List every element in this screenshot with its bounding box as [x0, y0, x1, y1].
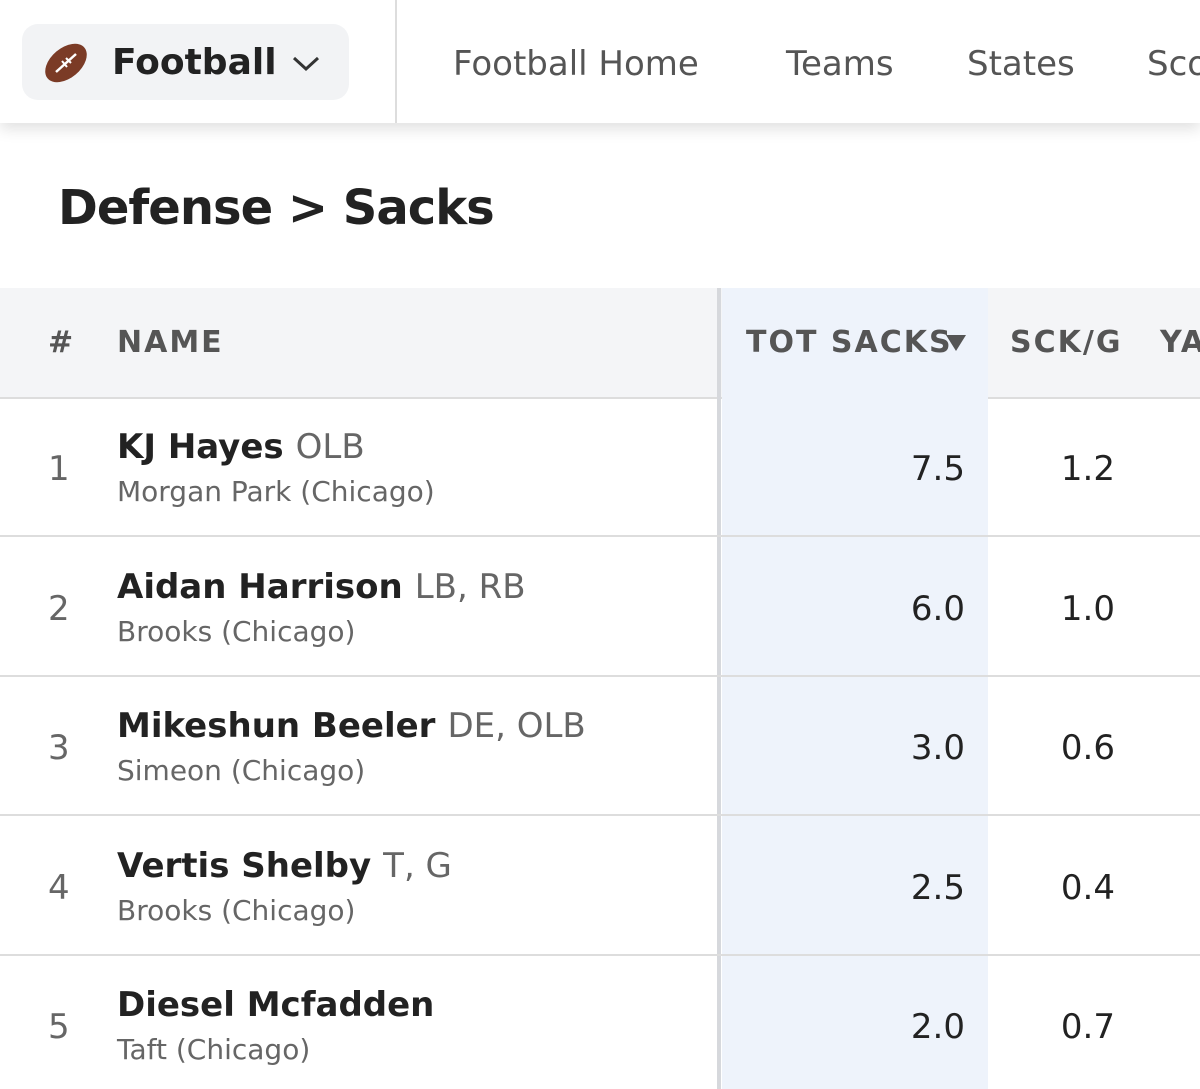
school: Brooks (Chicago)	[117, 893, 356, 927]
school: Morgan Park (Chicago)	[117, 475, 435, 508]
player-line: Diesel Mcfadden	[117, 985, 434, 1025]
player-name[interactable]: Aidan Harrison	[117, 566, 403, 607]
sport-selector[interactable]: Football	[22, 24, 349, 100]
nav-link[interactable]: Teams	[786, 44, 894, 84]
player-line: KJ Hayes OLB	[117, 427, 365, 467]
rank: 5	[48, 1007, 70, 1047]
rank: 1	[48, 449, 70, 489]
player-name[interactable]: Vertis Shelby	[117, 845, 372, 886]
page-title: Defense > Sacks	[58, 180, 495, 236]
sorted-column	[722, 288, 988, 1089]
sacks-per-game: 1.0	[1060, 588, 1115, 629]
header-cell[interactable]: TOT SACKS	[746, 325, 953, 360]
football-icon	[45, 43, 87, 83]
chevron	[292, 56, 320, 72]
nav-link[interactable]: Football Home	[453, 44, 699, 84]
position: OLB	[295, 427, 365, 467]
header-cell[interactable]: SCK/G	[1010, 325, 1123, 360]
sport-label: Football	[112, 42, 277, 83]
position: T, G	[383, 845, 452, 886]
rank: 2	[48, 588, 70, 629]
player-line: Mikeshun Beeler DE, OLB	[117, 706, 586, 746]
position: DE, OLB	[447, 706, 586, 746]
row-divider	[0, 814, 1200, 816]
sacks-per-game: 0.7	[1060, 1007, 1115, 1047]
player-line: Vertis Shelby T, G	[117, 846, 452, 886]
player-name[interactable]: KJ Hayes	[117, 427, 284, 467]
header-cell[interactable]: YA	[1160, 325, 1200, 360]
tot-sacks: 3.0	[910, 728, 965, 768]
sacks-per-game: 0.6	[1060, 728, 1115, 768]
column-divider	[717, 288, 721, 1089]
nav-link[interactable]: Sco	[1147, 44, 1200, 84]
rank: 3	[48, 728, 70, 768]
tot-sacks: 7.5	[910, 449, 965, 489]
tot-sacks: 6.0	[910, 588, 965, 629]
header-cell: #	[48, 325, 76, 360]
player-name[interactable]: Diesel Mcfadden	[117, 985, 435, 1025]
header-cell[interactable]: NAME	[117, 325, 224, 360]
position: LB, RB	[414, 566, 526, 607]
sacks-per-game: 1.2	[1060, 449, 1115, 489]
row-divider	[0, 535, 1200, 537]
sort-arrow	[946, 335, 966, 351]
row-divider	[0, 953, 1200, 956]
school: Taft (Chicago)	[117, 1033, 311, 1066]
sacks-per-game: 0.4	[1060, 867, 1115, 908]
school: Simeon (Chicago)	[117, 754, 366, 787]
school: Brooks (Chicago)	[117, 614, 356, 648]
tot-sacks: 2.0	[910, 1007, 965, 1047]
player-line: Aidan Harrison LB, RB	[117, 567, 526, 607]
rank: 4	[48, 867, 70, 908]
divider	[395, 0, 397, 123]
row-divider	[0, 674, 1200, 677]
nav-link[interactable]: States	[967, 44, 1075, 84]
player-name[interactable]: Mikeshun Beeler	[117, 706, 436, 746]
top-nav: Football Football Home Teams States Sco	[0, 0, 1200, 123]
table-header	[0, 288, 1200, 399]
tot-sacks: 2.5	[910, 867, 965, 908]
